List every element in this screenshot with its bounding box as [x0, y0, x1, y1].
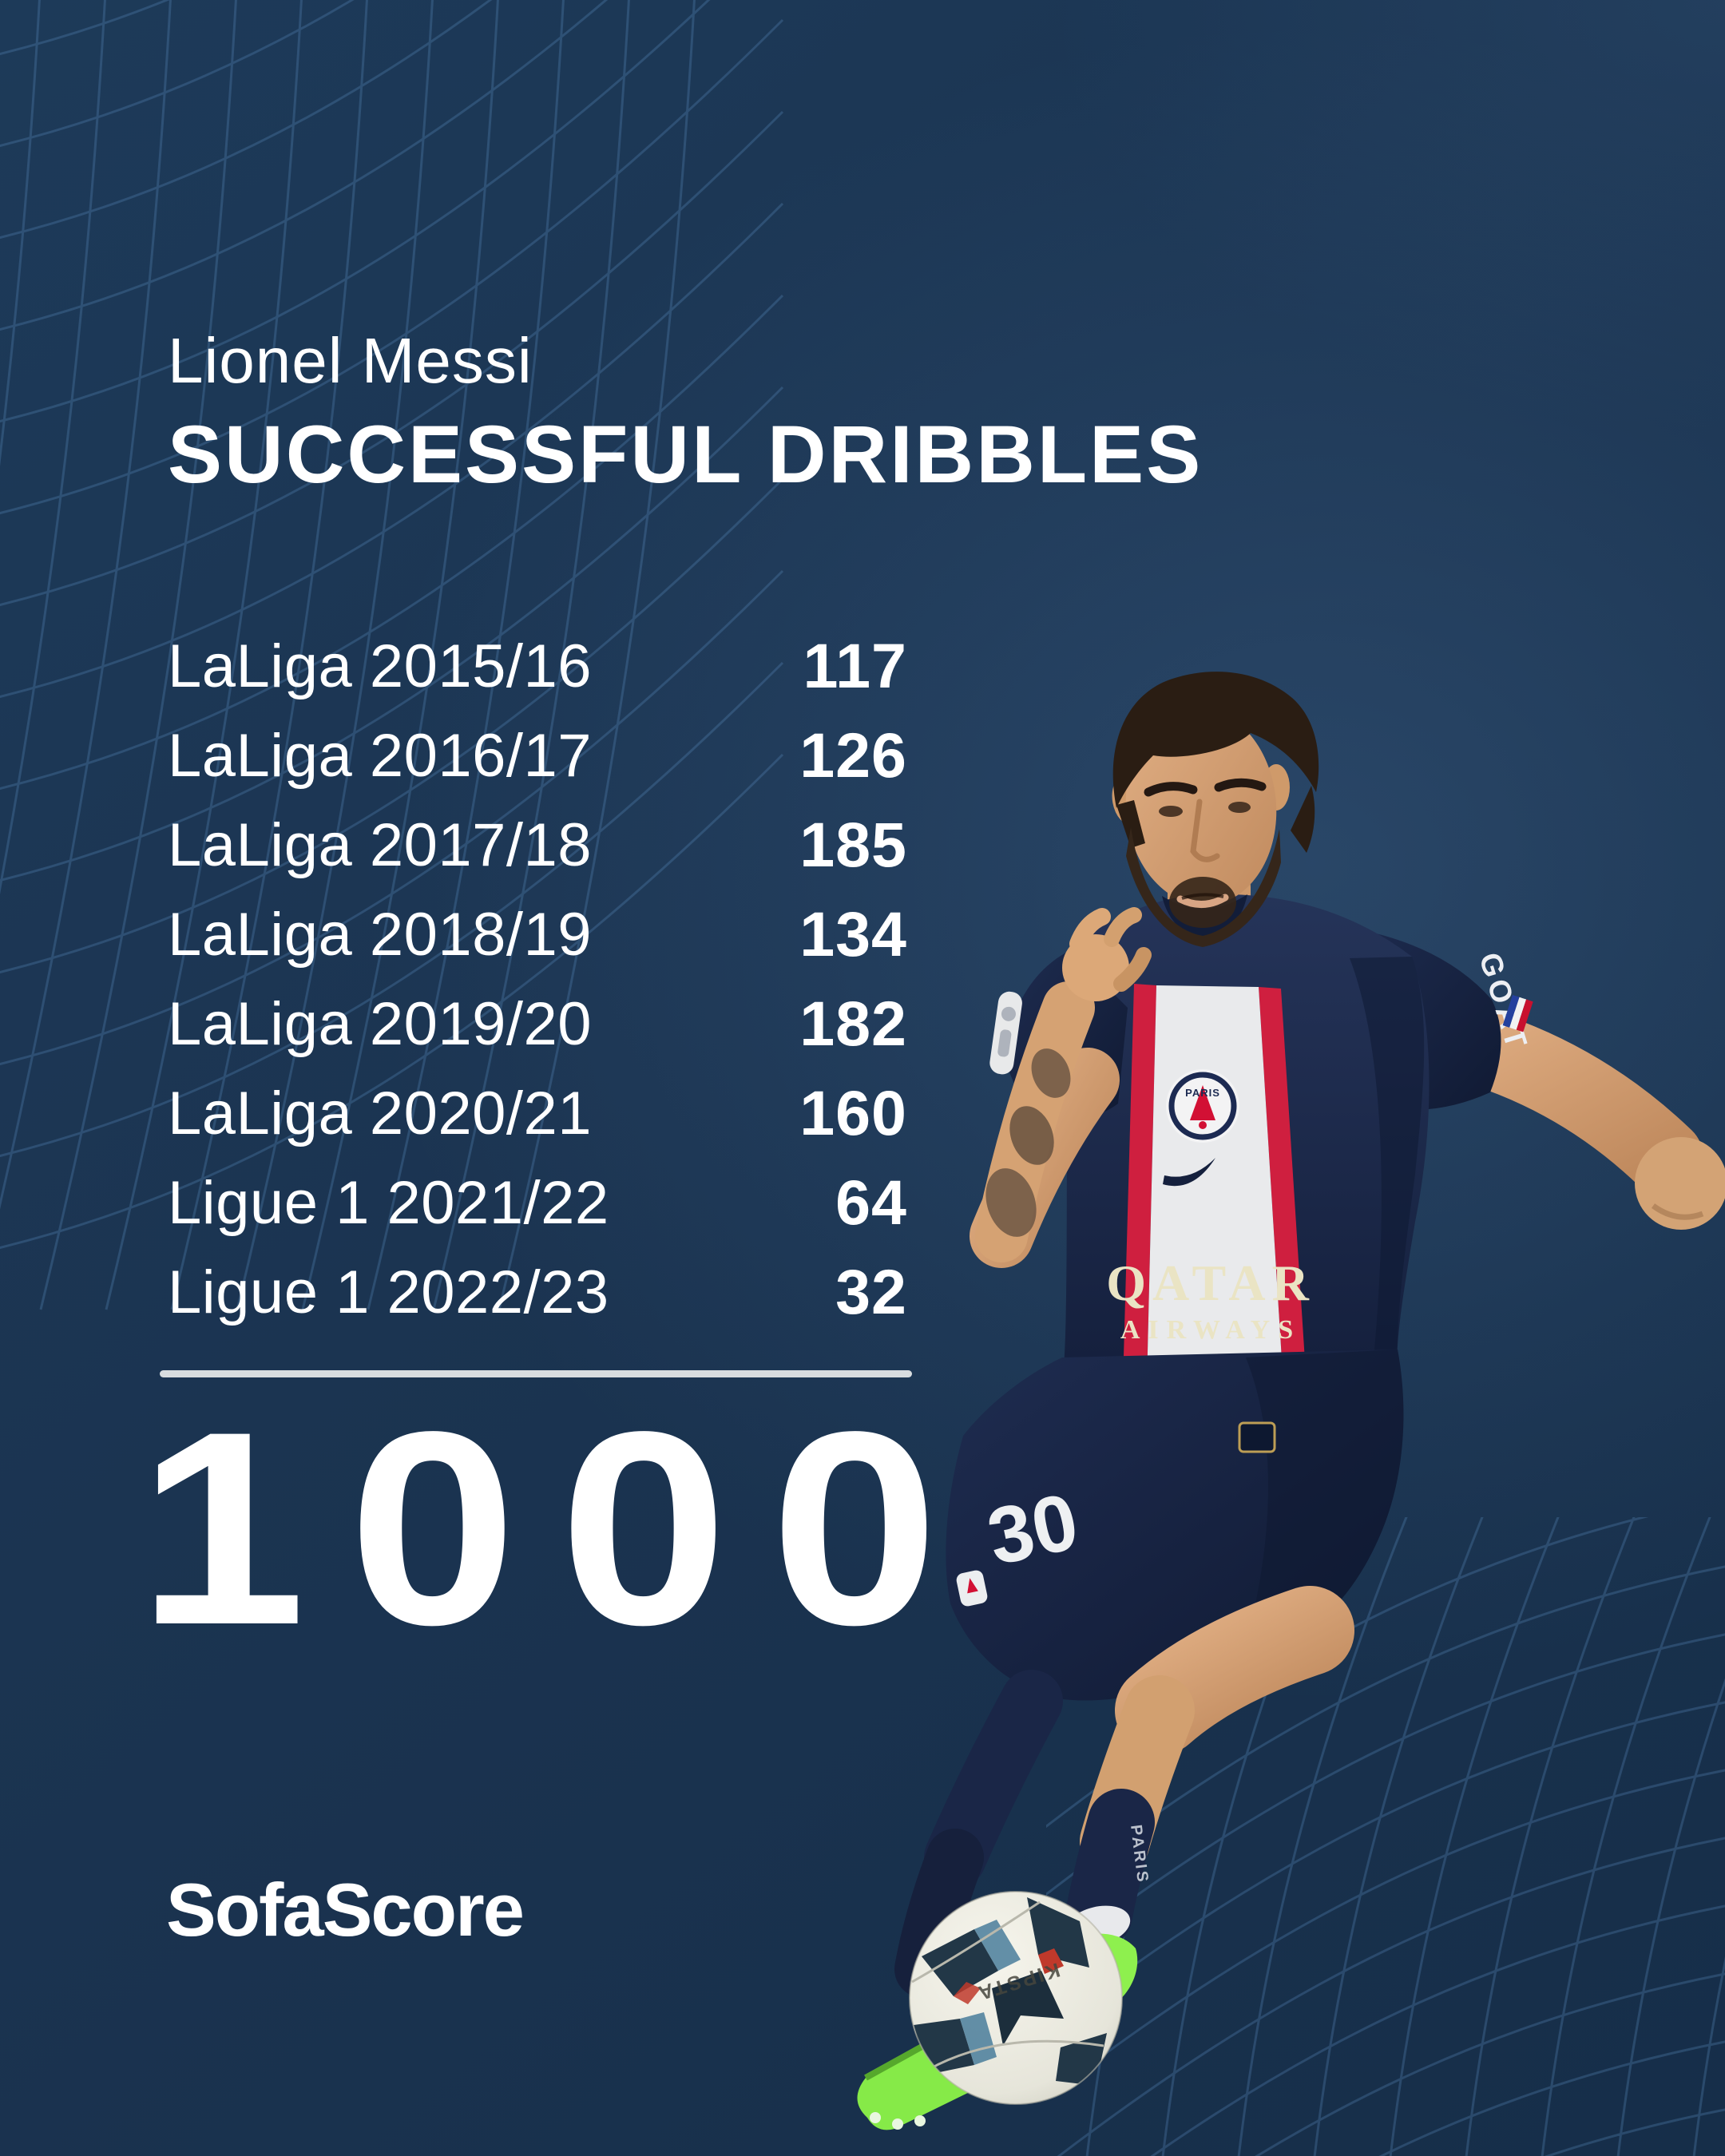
sock-paris-text: PARIS	[1127, 1824, 1152, 1885]
left-sleeve	[989, 950, 1128, 1121]
collar	[1162, 894, 1247, 941]
head	[1112, 672, 1319, 947]
season-label: Ligue 1 2021/22	[168, 1168, 609, 1237]
nose	[1190, 799, 1220, 862]
nike-swoosh	[1163, 1158, 1215, 1187]
eye-left	[1159, 806, 1183, 817]
grid-lines	[1046, 1517, 1725, 2156]
tattoos	[985, 1048, 1071, 1237]
fist	[1635, 1137, 1725, 1230]
stat-row: LaLiga 2019/20 182	[168, 979, 907, 1068]
face	[1125, 707, 1277, 906]
crest-paris-text: PARIS	[1185, 1087, 1220, 1099]
stat-row: LaLiga 2017/18 185	[168, 800, 907, 890]
stats-list: LaLiga 2015/16 117 LaLiga 2016/17 126 La…	[168, 621, 907, 1337]
season-label: LaLiga 2018/19	[168, 900, 593, 969]
season-value: 126	[799, 719, 907, 791]
globe-grid-bottom-right	[1046, 1517, 1725, 2156]
neck	[1168, 858, 1251, 942]
stat-row: Ligue 1 2022/23 32	[168, 1247, 907, 1337]
divider-line	[160, 1370, 912, 1377]
stat-row: LaLiga 2016/17 126	[168, 711, 907, 800]
season-value: 182	[799, 988, 907, 1059]
header: Lionel Messi SUCCESSFUL DRIBBLES	[168, 326, 1203, 497]
shorts-number: 30	[980, 1476, 1085, 1583]
stat-row: Ligue 1 2021/22 64	[168, 1158, 907, 1247]
season-label: LaLiga 2019/20	[168, 989, 593, 1058]
jersey-white-stripe	[1147, 985, 1283, 1385]
eyebrow-right	[1214, 778, 1267, 792]
season-value: 64	[835, 1167, 907, 1238]
jersey-sponsor-airways: AIRWAYS	[1120, 1315, 1301, 1345]
eye-right	[1228, 802, 1251, 813]
left-leg	[857, 1670, 1063, 2130]
hair	[1112, 672, 1319, 808]
season-value: 32	[835, 1256, 907, 1327]
jersey: PARIS QATAR AIRWAYS	[1062, 894, 1430, 1388]
season-label: LaLiga 2017/18	[168, 810, 593, 879]
right-arm	[1391, 996, 1725, 1230]
right-leg: PARIS	[1037, 1586, 1354, 2015]
ankle-cuff	[1064, 1905, 1131, 1947]
left-arm	[970, 907, 1152, 1268]
nike-tag	[1238, 1421, 1276, 1453]
season-value: 117	[803, 630, 907, 701]
player-name: Lionel Messi	[168, 325, 533, 396]
sofascore-logo: SofaScore	[166, 1868, 525, 1952]
mouth	[1176, 894, 1229, 908]
sleeve-goat-text: GOAT	[1472, 949, 1533, 1056]
season-value: 160	[799, 1077, 907, 1148]
season-label: LaLiga 2016/17	[168, 721, 593, 790]
left-boot	[857, 2025, 1000, 2130]
eyebrow-left	[1144, 782, 1198, 797]
season-label: LaLiga 2020/21	[168, 1079, 593, 1147]
season-value: 185	[799, 809, 907, 880]
hand	[1062, 907, 1152, 1001]
jersey-red-stripe-left	[1123, 984, 1156, 1385]
jersey-sponsor-qatar: QATAR	[1106, 1254, 1315, 1311]
stat-row: LaLiga 2015/16 117	[168, 621, 907, 711]
goatee	[1169, 877, 1236, 928]
season-label: Ligue 1 2022/23	[168, 1258, 609, 1326]
right-sleeve: GOAT	[1335, 926, 1534, 1110]
page-title: SUCCESSFUL DRIBBLES	[168, 409, 1204, 500]
total-value: 1000	[137, 1375, 981, 1682]
jersey-red-stripe-right	[1259, 987, 1307, 1385]
psg-crest: PARIS	[1166, 1069, 1239, 1143]
ball-brand-text: KIPSTA	[974, 1958, 1062, 2004]
france-flag-patch	[1502, 995, 1533, 1032]
season-value: 134	[799, 898, 907, 969]
ear-left	[1112, 775, 1144, 825]
beard	[1126, 827, 1281, 947]
ear-right	[1263, 764, 1290, 810]
ligue1-patch	[989, 991, 1022, 1075]
stat-row: LaLiga 2018/19 134	[168, 890, 907, 979]
ball: KIPSTA	[909, 1891, 1123, 2105]
season-label: LaLiga 2015/16	[168, 632, 593, 700]
stat-row: LaLiga 2020/21 160	[168, 1068, 907, 1158]
shorts: 30	[946, 1349, 1404, 1701]
right-boot	[1037, 1933, 1138, 2015]
